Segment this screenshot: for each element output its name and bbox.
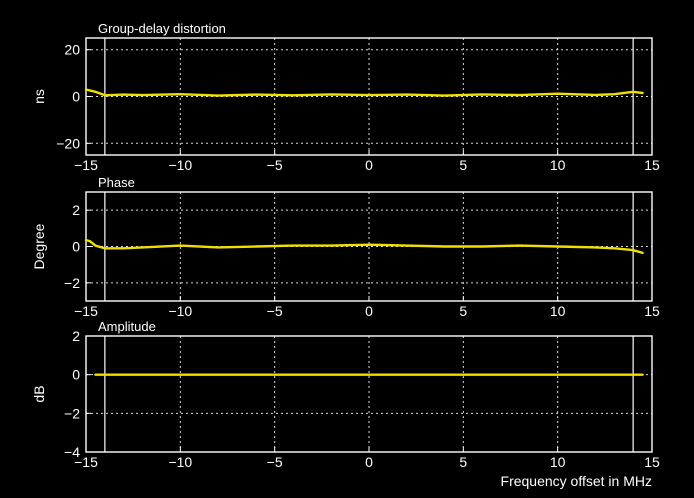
data-point xyxy=(122,93,125,96)
data-point xyxy=(613,93,616,96)
data-point xyxy=(556,245,559,248)
data-point xyxy=(94,244,97,247)
y-tick-label: −2 xyxy=(64,275,80,291)
data-point xyxy=(462,373,465,376)
x-tick-label: 15 xyxy=(644,157,660,173)
data-point xyxy=(481,93,484,96)
data-point xyxy=(641,373,644,376)
data-point xyxy=(556,92,559,95)
x-tick-label: 5 xyxy=(459,303,467,319)
data-point xyxy=(273,373,276,376)
panel-title: Amplitude xyxy=(98,319,156,334)
x-tick-label: 10 xyxy=(550,157,566,173)
y-tick-label: 0 xyxy=(72,367,80,383)
data-point xyxy=(481,245,484,248)
data-point xyxy=(292,94,295,97)
x-tick-label: −5 xyxy=(267,303,283,319)
data-point xyxy=(179,93,182,96)
chart-panel-1: −15 −10 −5 0 5 10 15 20 0 −20 ns Group-delay distor… xyxy=(31,21,660,173)
data-point xyxy=(94,90,97,93)
data-point xyxy=(632,249,635,252)
data-point xyxy=(103,373,106,376)
panel-title: Group-delay distortion xyxy=(98,21,226,36)
x-tick-label: 15 xyxy=(644,303,660,319)
data-point xyxy=(594,246,597,249)
x-tick-label: 0 xyxy=(365,303,373,319)
y-tick-label: 20 xyxy=(64,42,80,58)
y-tick-label: 2 xyxy=(72,328,80,344)
data-point xyxy=(641,92,644,94)
data-point xyxy=(179,373,182,376)
x-tick-label: 10 xyxy=(550,303,566,319)
series-line xyxy=(84,88,644,97)
x-tick-label: 0 xyxy=(365,157,373,173)
data-point xyxy=(519,244,521,247)
data-point xyxy=(368,373,370,376)
x-axis-label: Frequency offset in MHz xyxy=(501,473,652,489)
x-tick-label: 15 xyxy=(644,454,660,470)
data-point xyxy=(443,94,446,97)
chart-panel-3: −15 −10 −5 0 5 10 1520−2−4dBAmplitudeFrequency… xyxy=(31,319,660,489)
data-point xyxy=(94,373,97,376)
x-tick-label: 5 xyxy=(459,454,467,470)
data-point xyxy=(179,244,182,247)
x-tick-label: −15 xyxy=(74,303,98,319)
y-tick-label: 0 xyxy=(72,89,80,105)
y-axis-label: Degree xyxy=(31,223,47,269)
y-tick-label: −2 xyxy=(64,405,80,421)
data-point xyxy=(141,246,144,249)
data-point xyxy=(254,245,257,248)
x-tick-label: −15 xyxy=(74,454,98,470)
x-tick-label: 0 xyxy=(365,454,373,470)
x-tick-label: −5 xyxy=(267,157,283,173)
data-point xyxy=(368,94,370,96)
x-tick-label: 10 xyxy=(550,454,566,470)
data-point xyxy=(103,247,106,250)
x-tick-label: −5 xyxy=(267,454,283,470)
data-point xyxy=(217,246,219,249)
data-point xyxy=(103,94,106,97)
data-point xyxy=(556,373,559,376)
data-point xyxy=(330,244,333,247)
data-point xyxy=(85,239,87,242)
panel-title: Phase xyxy=(98,175,135,190)
data-point xyxy=(443,245,446,248)
x-tick-label: −10 xyxy=(168,454,192,470)
y-axis-label: dB xyxy=(31,385,47,402)
data-point xyxy=(217,94,219,97)
series-line xyxy=(84,238,644,255)
x-tick-label: 5 xyxy=(459,157,467,173)
y-tick-label: −20 xyxy=(56,135,80,151)
data-point xyxy=(122,247,125,250)
x-tick-label: −10 xyxy=(168,303,192,319)
data-point xyxy=(292,244,295,247)
data-point xyxy=(141,94,144,96)
data-point xyxy=(594,93,597,96)
data-point xyxy=(254,93,257,96)
data-point xyxy=(632,90,635,93)
data-point xyxy=(85,88,87,91)
data-point xyxy=(368,243,370,246)
data-point xyxy=(613,247,616,250)
y-axis-label: ns xyxy=(31,89,47,104)
y-tick-label: 0 xyxy=(72,239,80,255)
data-point xyxy=(405,244,408,247)
y-tick-label: 2 xyxy=(72,202,80,218)
data-point xyxy=(632,373,635,376)
x-tick-label: −10 xyxy=(168,157,192,173)
data-point xyxy=(330,93,333,96)
plot-frame xyxy=(85,335,653,453)
data-point xyxy=(641,251,644,254)
data-point xyxy=(405,93,408,96)
y-tick-label: −4 xyxy=(64,444,80,460)
data-point xyxy=(88,240,91,242)
data-point xyxy=(519,94,521,96)
x-tick-label: −15 xyxy=(74,157,98,173)
